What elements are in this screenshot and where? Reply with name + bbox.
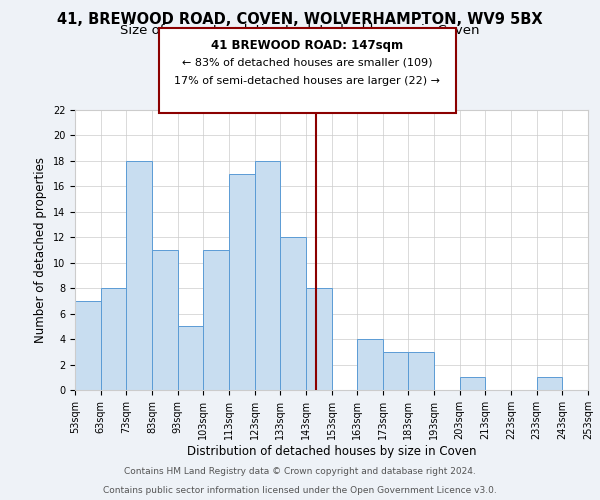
Bar <box>357 339 383 390</box>
Y-axis label: Number of detached properties: Number of detached properties <box>34 157 47 343</box>
Bar <box>229 174 254 390</box>
Text: Contains public sector information licensed under the Open Government Licence v3: Contains public sector information licen… <box>103 486 497 495</box>
Text: 41, BREWOOD ROAD, COVEN, WOLVERHAMPTON, WV9 5BX: 41, BREWOOD ROAD, COVEN, WOLVERHAMPTON, … <box>57 12 543 28</box>
Bar <box>75 301 101 390</box>
Bar <box>152 250 178 390</box>
Bar <box>383 352 409 390</box>
Text: 41 BREWOOD ROAD: 147sqm: 41 BREWOOD ROAD: 147sqm <box>211 38 404 52</box>
Text: 17% of semi-detached houses are larger (22) →: 17% of semi-detached houses are larger (… <box>175 76 440 86</box>
Text: ← 83% of detached houses are smaller (109): ← 83% of detached houses are smaller (10… <box>182 58 433 68</box>
Text: Size of property relative to detached houses in Coven: Size of property relative to detached ho… <box>120 24 480 37</box>
Bar <box>409 352 434 390</box>
Text: Contains HM Land Registry data © Crown copyright and database right 2024.: Contains HM Land Registry data © Crown c… <box>124 467 476 476</box>
Bar <box>537 378 562 390</box>
Bar <box>127 161 152 390</box>
Bar <box>254 161 280 390</box>
X-axis label: Distribution of detached houses by size in Coven: Distribution of detached houses by size … <box>187 444 476 458</box>
Bar <box>280 238 306 390</box>
Bar <box>178 326 203 390</box>
Bar <box>203 250 229 390</box>
Bar <box>306 288 331 390</box>
Bar <box>101 288 127 390</box>
Bar <box>460 378 485 390</box>
